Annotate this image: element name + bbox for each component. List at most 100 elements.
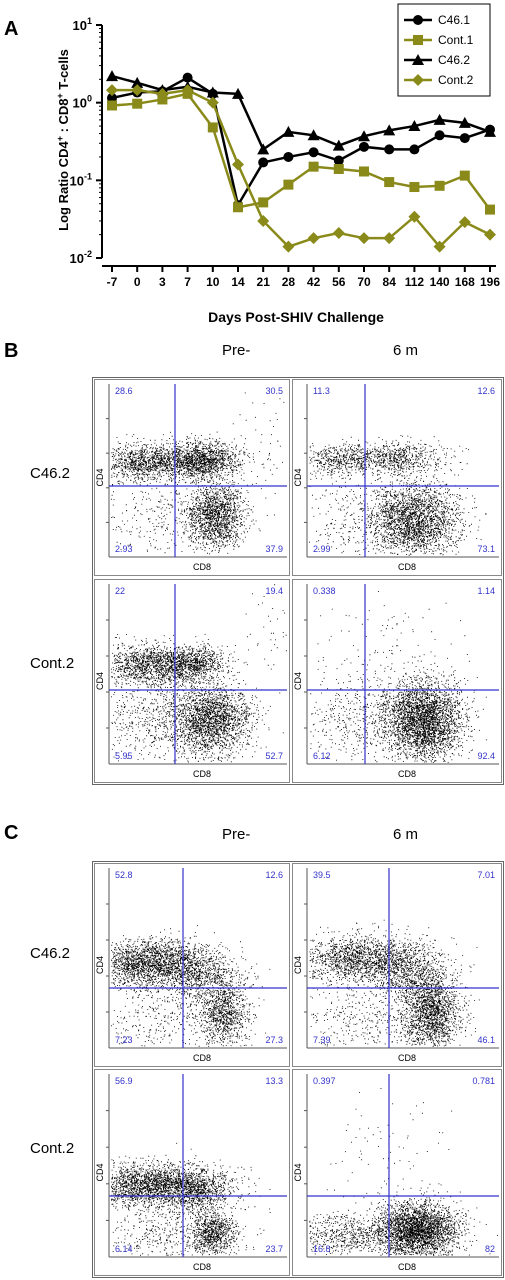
facs-x-label: CD8 xyxy=(193,1262,211,1272)
data-point-cont-1 xyxy=(308,161,319,172)
quadrant-lower-left: 2.93 xyxy=(115,544,133,554)
legend-label-c46-1: C46.1 xyxy=(438,13,470,27)
data-point-cont-1 xyxy=(434,180,445,191)
quadrant-lower-left: 2.99 xyxy=(313,544,331,554)
quadrant-upper-left: 0.338 xyxy=(313,586,336,596)
x-tick-label: 140 xyxy=(430,275,450,289)
x-tick-label: 168 xyxy=(455,275,475,289)
data-point-cont-2 xyxy=(232,158,244,171)
legend-marker-cont-2 xyxy=(412,74,424,86)
series-line-c46-2 xyxy=(111,74,491,152)
x-tick-label: 21 xyxy=(257,275,271,289)
data-point-cont-2 xyxy=(282,240,295,253)
data-point-c46-2 xyxy=(433,113,446,125)
facs-plot-b-cont2-pre: 22 19.4 5.95 52.7 CD8 CD4 xyxy=(94,579,290,783)
y-tick-label: 10-2 xyxy=(70,249,92,266)
data-point-c46-1 xyxy=(359,141,369,152)
data-point-cont-2 xyxy=(332,226,345,239)
data-point-c46-2 xyxy=(332,139,345,151)
data-point-c46-2 xyxy=(232,87,244,99)
data-point-c46-2 xyxy=(131,76,144,88)
quadrant-upper-right: 30.5 xyxy=(265,386,283,396)
quadrant-lower-right: 73.1 xyxy=(477,544,495,554)
data-point-cont-2 xyxy=(433,240,446,253)
facs-y-label: CD4 xyxy=(293,956,303,974)
data-point-c46-2 xyxy=(484,125,496,137)
data-point-cont-2 xyxy=(131,84,144,97)
legend-marker-c46-2 xyxy=(412,54,424,65)
quadrant-lower-left: 7.23 xyxy=(115,1035,133,1045)
data-point-c46-1 xyxy=(283,151,294,162)
facs-svg: 0.338 1.14 6.12 92.4 CD8 CD4 xyxy=(293,584,499,779)
facs-plot-c-c46-pre: 52.8 12.6 7.23 27.3 CD8 CD4 xyxy=(94,863,290,1067)
dot-cloud xyxy=(309,435,487,556)
data-point-cont-2 xyxy=(408,210,421,223)
quadrant-lower-right: 37.9 xyxy=(265,544,283,554)
legend-label-cont-1: Cont.1 xyxy=(438,33,474,47)
facs-y-label: CD4 xyxy=(95,1163,105,1181)
data-point-cont-2 xyxy=(484,228,496,241)
quadrant-upper-left: 28.6 xyxy=(115,386,133,396)
data-point-cont-1 xyxy=(359,166,369,177)
data-point-cont-1 xyxy=(333,163,344,174)
quadrant-upper-right: 19.4 xyxy=(265,586,283,596)
quadrant-upper-left: 11.3 xyxy=(313,386,330,396)
facs-x-label: CD8 xyxy=(193,769,211,779)
x-tick-label: 112 xyxy=(405,275,425,289)
x-tick-label: 7 xyxy=(184,275,191,289)
facs-x-label: CD8 xyxy=(398,1053,416,1063)
dot-points xyxy=(111,392,285,555)
dot-cloud xyxy=(310,591,487,763)
x-tick-label: 56 xyxy=(332,275,346,289)
data-point-c46-1 xyxy=(459,133,470,144)
dot-cloud xyxy=(309,919,480,1047)
x-tick-label: 10 xyxy=(206,275,220,289)
facs-x-label: CD8 xyxy=(193,1053,211,1063)
series-line-c46-1 xyxy=(111,76,491,209)
quadrant-lower-right: 27.3 xyxy=(265,1035,283,1045)
quadrant-lower-right: 23.7 xyxy=(265,1244,283,1254)
dot-points xyxy=(111,1142,271,1256)
quadrant-upper-right: 0.781 xyxy=(472,1076,495,1086)
x-tick-label: -7 xyxy=(107,275,118,289)
facs-plot-b-cont2-6m: 0.338 1.14 6.12 92.4 CD8 CD4 xyxy=(292,579,502,783)
panel-c-col-6m: 6 m xyxy=(393,826,419,843)
data-point-cont-1 xyxy=(283,179,294,190)
facs-svg: 0.397 0.781 16.8 82 CD8 CD4 xyxy=(293,1074,499,1272)
facs-x-label: CD8 xyxy=(398,769,416,779)
facs-svg: 22 19.4 5.95 52.7 CD8 CD4 xyxy=(95,584,287,779)
dot-cloud xyxy=(111,584,287,763)
x-tick-label: 0 xyxy=(134,275,141,289)
series-line-cont-2 xyxy=(112,88,491,249)
x-tick-label: 28 xyxy=(282,275,296,289)
quadrant-lower-right: 46.1 xyxy=(477,1035,495,1045)
data-point-c46-1 xyxy=(434,130,445,141)
dot-cloud xyxy=(111,392,285,555)
x-tick-label: 196 xyxy=(480,275,500,289)
facs-y-label: CD4 xyxy=(95,956,105,974)
facs-plot-c-cont2-6m: 0.397 0.781 16.8 82 CD8 CD4 xyxy=(292,1069,502,1276)
panel-b-letter: B xyxy=(4,340,19,362)
quadrant-upper-right: 7.01 xyxy=(477,870,495,880)
quadrant-lower-right: 92.4 xyxy=(477,751,495,761)
facs-x-label: CD8 xyxy=(398,562,416,572)
quadrant-lower-left: 5.95 xyxy=(115,751,133,761)
legend-marker-c46-1 xyxy=(413,15,423,25)
panel-b-col-pre: Pre- xyxy=(222,342,251,359)
data-point-c46-2 xyxy=(257,143,270,155)
dot-cloud xyxy=(111,1142,271,1256)
x-tick-label: 42 xyxy=(307,275,321,289)
data-point-c46-1 xyxy=(107,92,117,103)
quadrant-lower-left: 7.39 xyxy=(313,1035,331,1045)
facs-y-label: CD4 xyxy=(95,468,105,486)
facs-x-label: CD8 xyxy=(398,1262,416,1272)
line-chart-cd4-cd8-ratio: 101 100 10-1 10-2 -7 0 3 7 10 14 21 28 42 56 70 84 112 14… xyxy=(55,3,500,325)
data-point-cont-1 xyxy=(132,98,143,109)
facs-y-label: CD4 xyxy=(95,672,105,690)
data-point-cont-1 xyxy=(258,197,269,208)
quadrant-lower-left: 6.14 xyxy=(115,1244,133,1254)
quadrant-upper-right: 13.3 xyxy=(265,1076,283,1086)
data-point-cont-2 xyxy=(383,232,396,245)
data-point-cont-2 xyxy=(206,96,219,109)
dot-points xyxy=(310,591,487,763)
